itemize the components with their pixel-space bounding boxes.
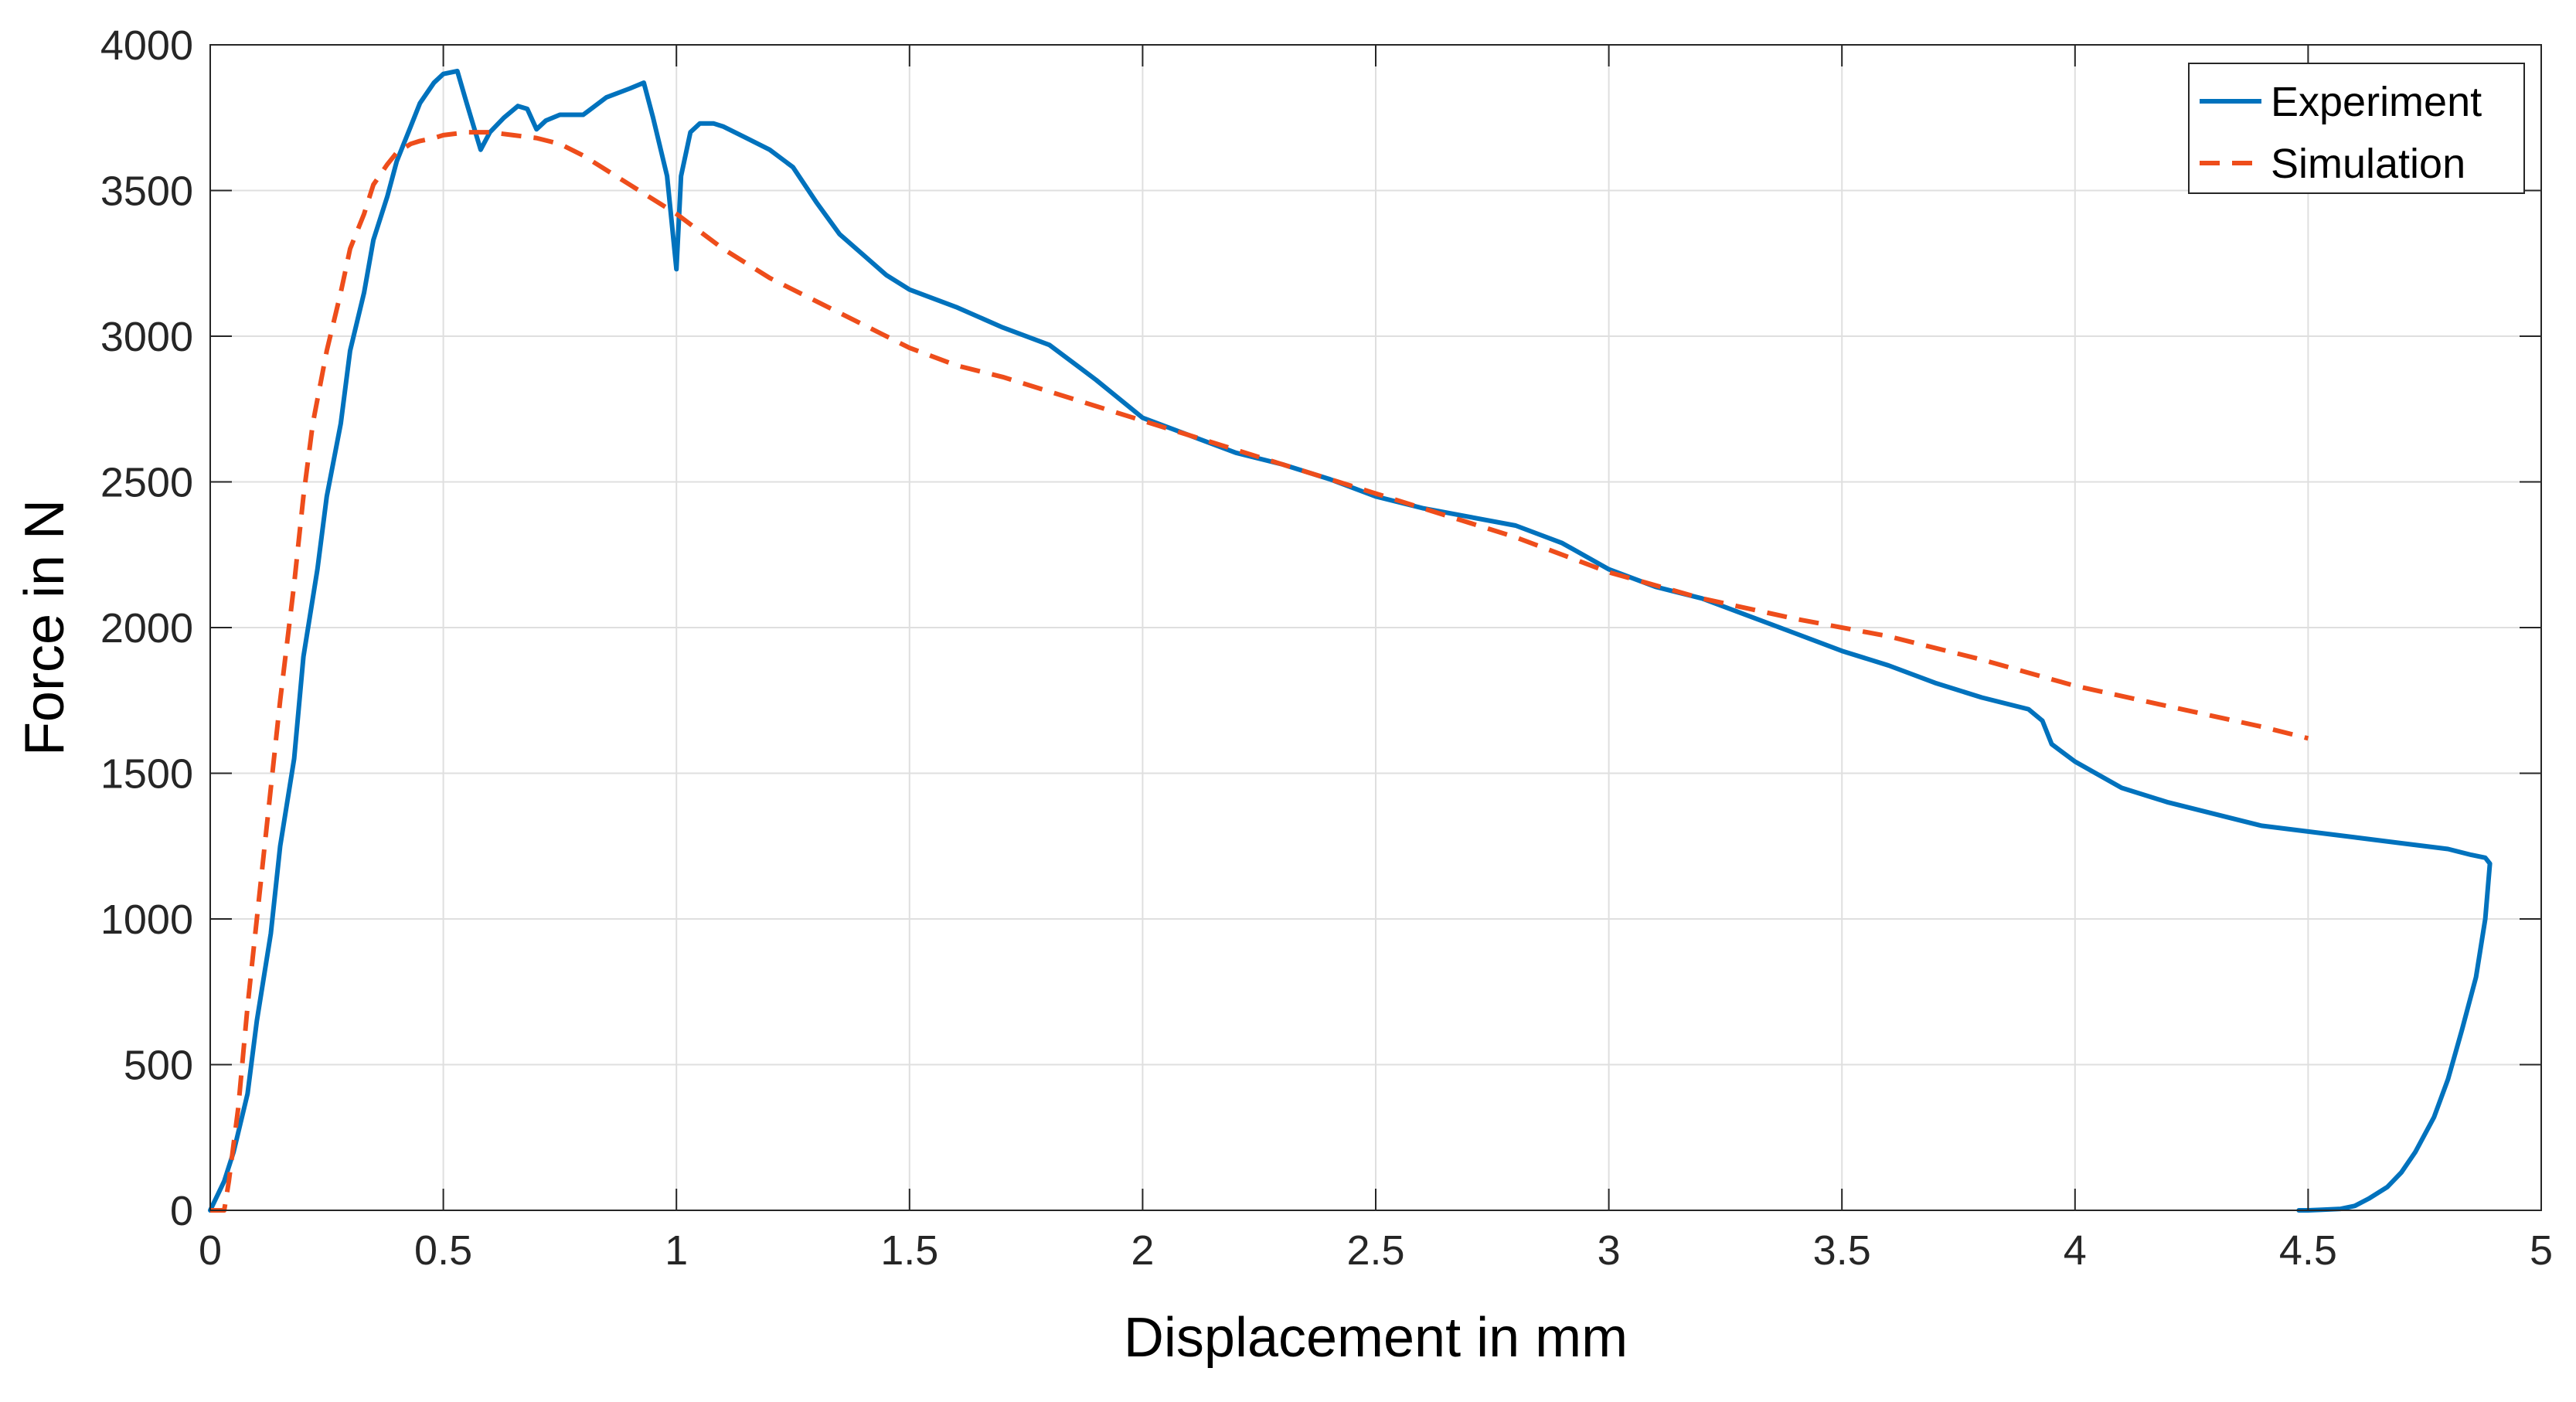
y-tick-label: 2500 xyxy=(100,460,193,506)
x-tick-label: 0.5 xyxy=(414,1227,472,1274)
legend-label-experiment: Experiment xyxy=(2271,79,2482,125)
y-tick-label: 1500 xyxy=(100,751,193,798)
y-tick-label: 2000 xyxy=(100,605,193,652)
legend-label-simulation: Simulation xyxy=(2271,141,2465,187)
x-tick-label: 0 xyxy=(199,1227,222,1274)
x-tick-label: 5 xyxy=(2530,1227,2553,1274)
y-axis-label: Force in N xyxy=(14,499,76,756)
series-line-experiment xyxy=(208,68,2493,1213)
series-layer xyxy=(208,68,2493,1213)
x-tick-label: 4.5 xyxy=(2279,1227,2337,1274)
y-tick-label: 3000 xyxy=(100,314,193,360)
x-tick-label: 2.5 xyxy=(1346,1227,1404,1274)
y-tick-label: 3500 xyxy=(100,168,193,215)
ticks xyxy=(209,44,2542,1211)
y-tick-label: 1000 xyxy=(100,897,193,943)
tick-labels: 0 0.5 1 1.5 2 2.5 3 3.5 4 4.5 5 0 500 1000 1500 2000 250… xyxy=(100,22,2553,1274)
x-tick-label: 4 xyxy=(2064,1227,2087,1274)
legend: Experiment Simulation xyxy=(2188,63,2525,194)
x-tick-label: 1 xyxy=(665,1227,688,1274)
legend-box xyxy=(2188,63,2525,194)
y-tick-label: 0 xyxy=(170,1188,193,1234)
y-tick-label: 500 xyxy=(124,1043,193,1089)
x-tick-label: 1.5 xyxy=(880,1227,938,1274)
y-tick-label: 4000 xyxy=(100,22,193,69)
x-tick-label: 3 xyxy=(1598,1227,1621,1274)
x-tick-label: 2 xyxy=(1131,1227,1154,1274)
x-axis-label: Displacement in mm xyxy=(1124,1307,1628,1369)
x-tick-label: 3.5 xyxy=(1813,1227,1871,1274)
